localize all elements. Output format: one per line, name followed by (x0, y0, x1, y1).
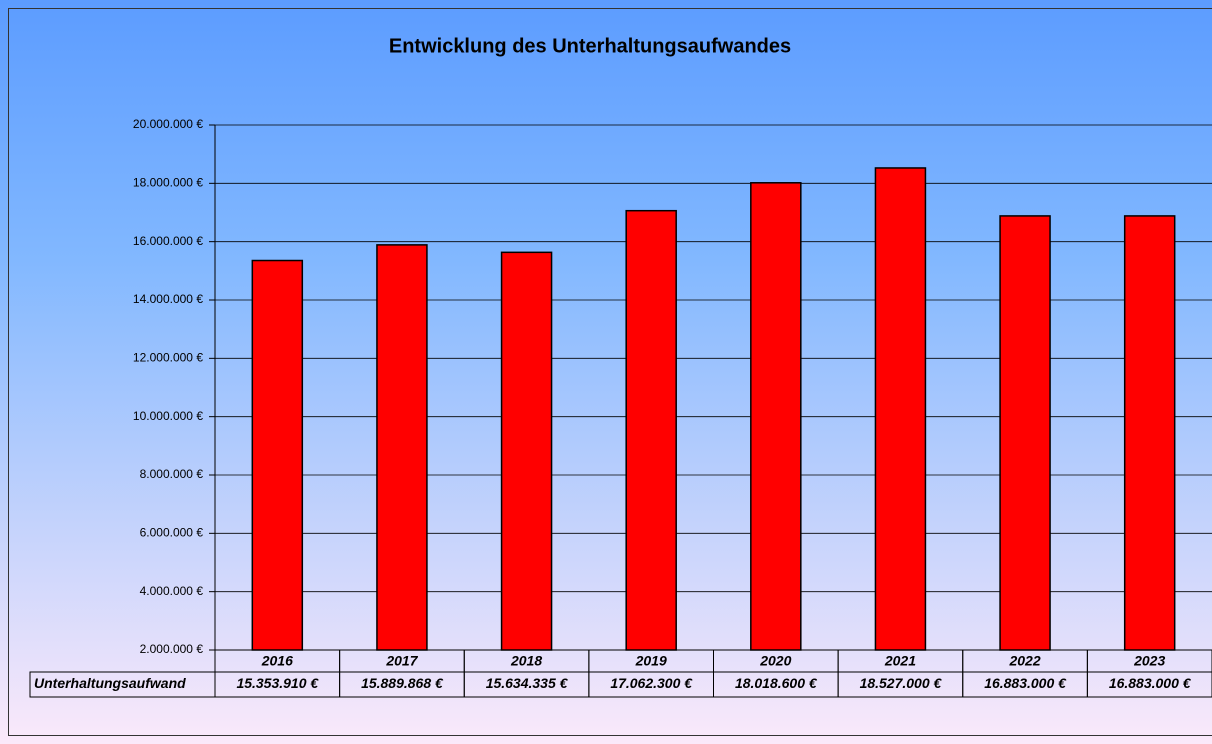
x-tick-label: 2018 (510, 653, 542, 669)
data-label: 16.883.000 € (984, 675, 1067, 691)
y-tick-label: 12.000.000 € (133, 351, 203, 365)
bar (874, 167, 927, 651)
x-tick-label: 2016 (261, 653, 293, 669)
y-tick-label: 6.000.000 € (140, 526, 204, 540)
data-label: 18.018.600 € (735, 675, 818, 691)
y-tick-label: 16.000.000 € (133, 234, 203, 248)
bar (999, 215, 1051, 651)
bar (376, 244, 428, 651)
data-label: 17.062.300 € (610, 675, 693, 691)
bar (500, 251, 553, 651)
table-cell (1086, 671, 1212, 698)
bar (625, 209, 677, 651)
y-tick-label: 8.000.000 € (140, 467, 204, 481)
x-tick-label: 2019 (635, 653, 667, 669)
x-tick-label: 2023 (1133, 653, 1165, 669)
bar (750, 182, 802, 651)
x-tick-label: 2020 (759, 653, 791, 669)
chart-frame (8, 8, 1212, 736)
x-tick-label: 2021 (884, 653, 916, 669)
data-label: 15.889.868 € (361, 675, 444, 691)
y-tick-label: 4.000.000 € (140, 584, 204, 598)
y-tick-label: 20.000.000 € (133, 117, 203, 131)
chart-title: Entwicklung des Unterhaltungsaufwandes (389, 35, 791, 57)
data-label: 18.527.000 € (860, 675, 943, 691)
legend-label: Unterhaltungsaufwand (34, 675, 186, 691)
data-label: 15.634.335 € (486, 675, 569, 691)
y-tick-label: 10.000.000 € (133, 409, 203, 423)
x-tick-label: 2022 (1008, 653, 1040, 669)
data-label: 16.883.000 € (1109, 675, 1192, 691)
bar (1123, 215, 1176, 651)
y-tick-label: 2.000.000 € (140, 642, 204, 656)
data-label: 15.353.910 € (236, 675, 319, 691)
y-tick-label: 18.000.000 € (133, 176, 203, 190)
x-tick-label: 2017 (385, 653, 418, 669)
bar (251, 259, 304, 651)
y-tick-label: 14.000.000 € (133, 292, 203, 306)
